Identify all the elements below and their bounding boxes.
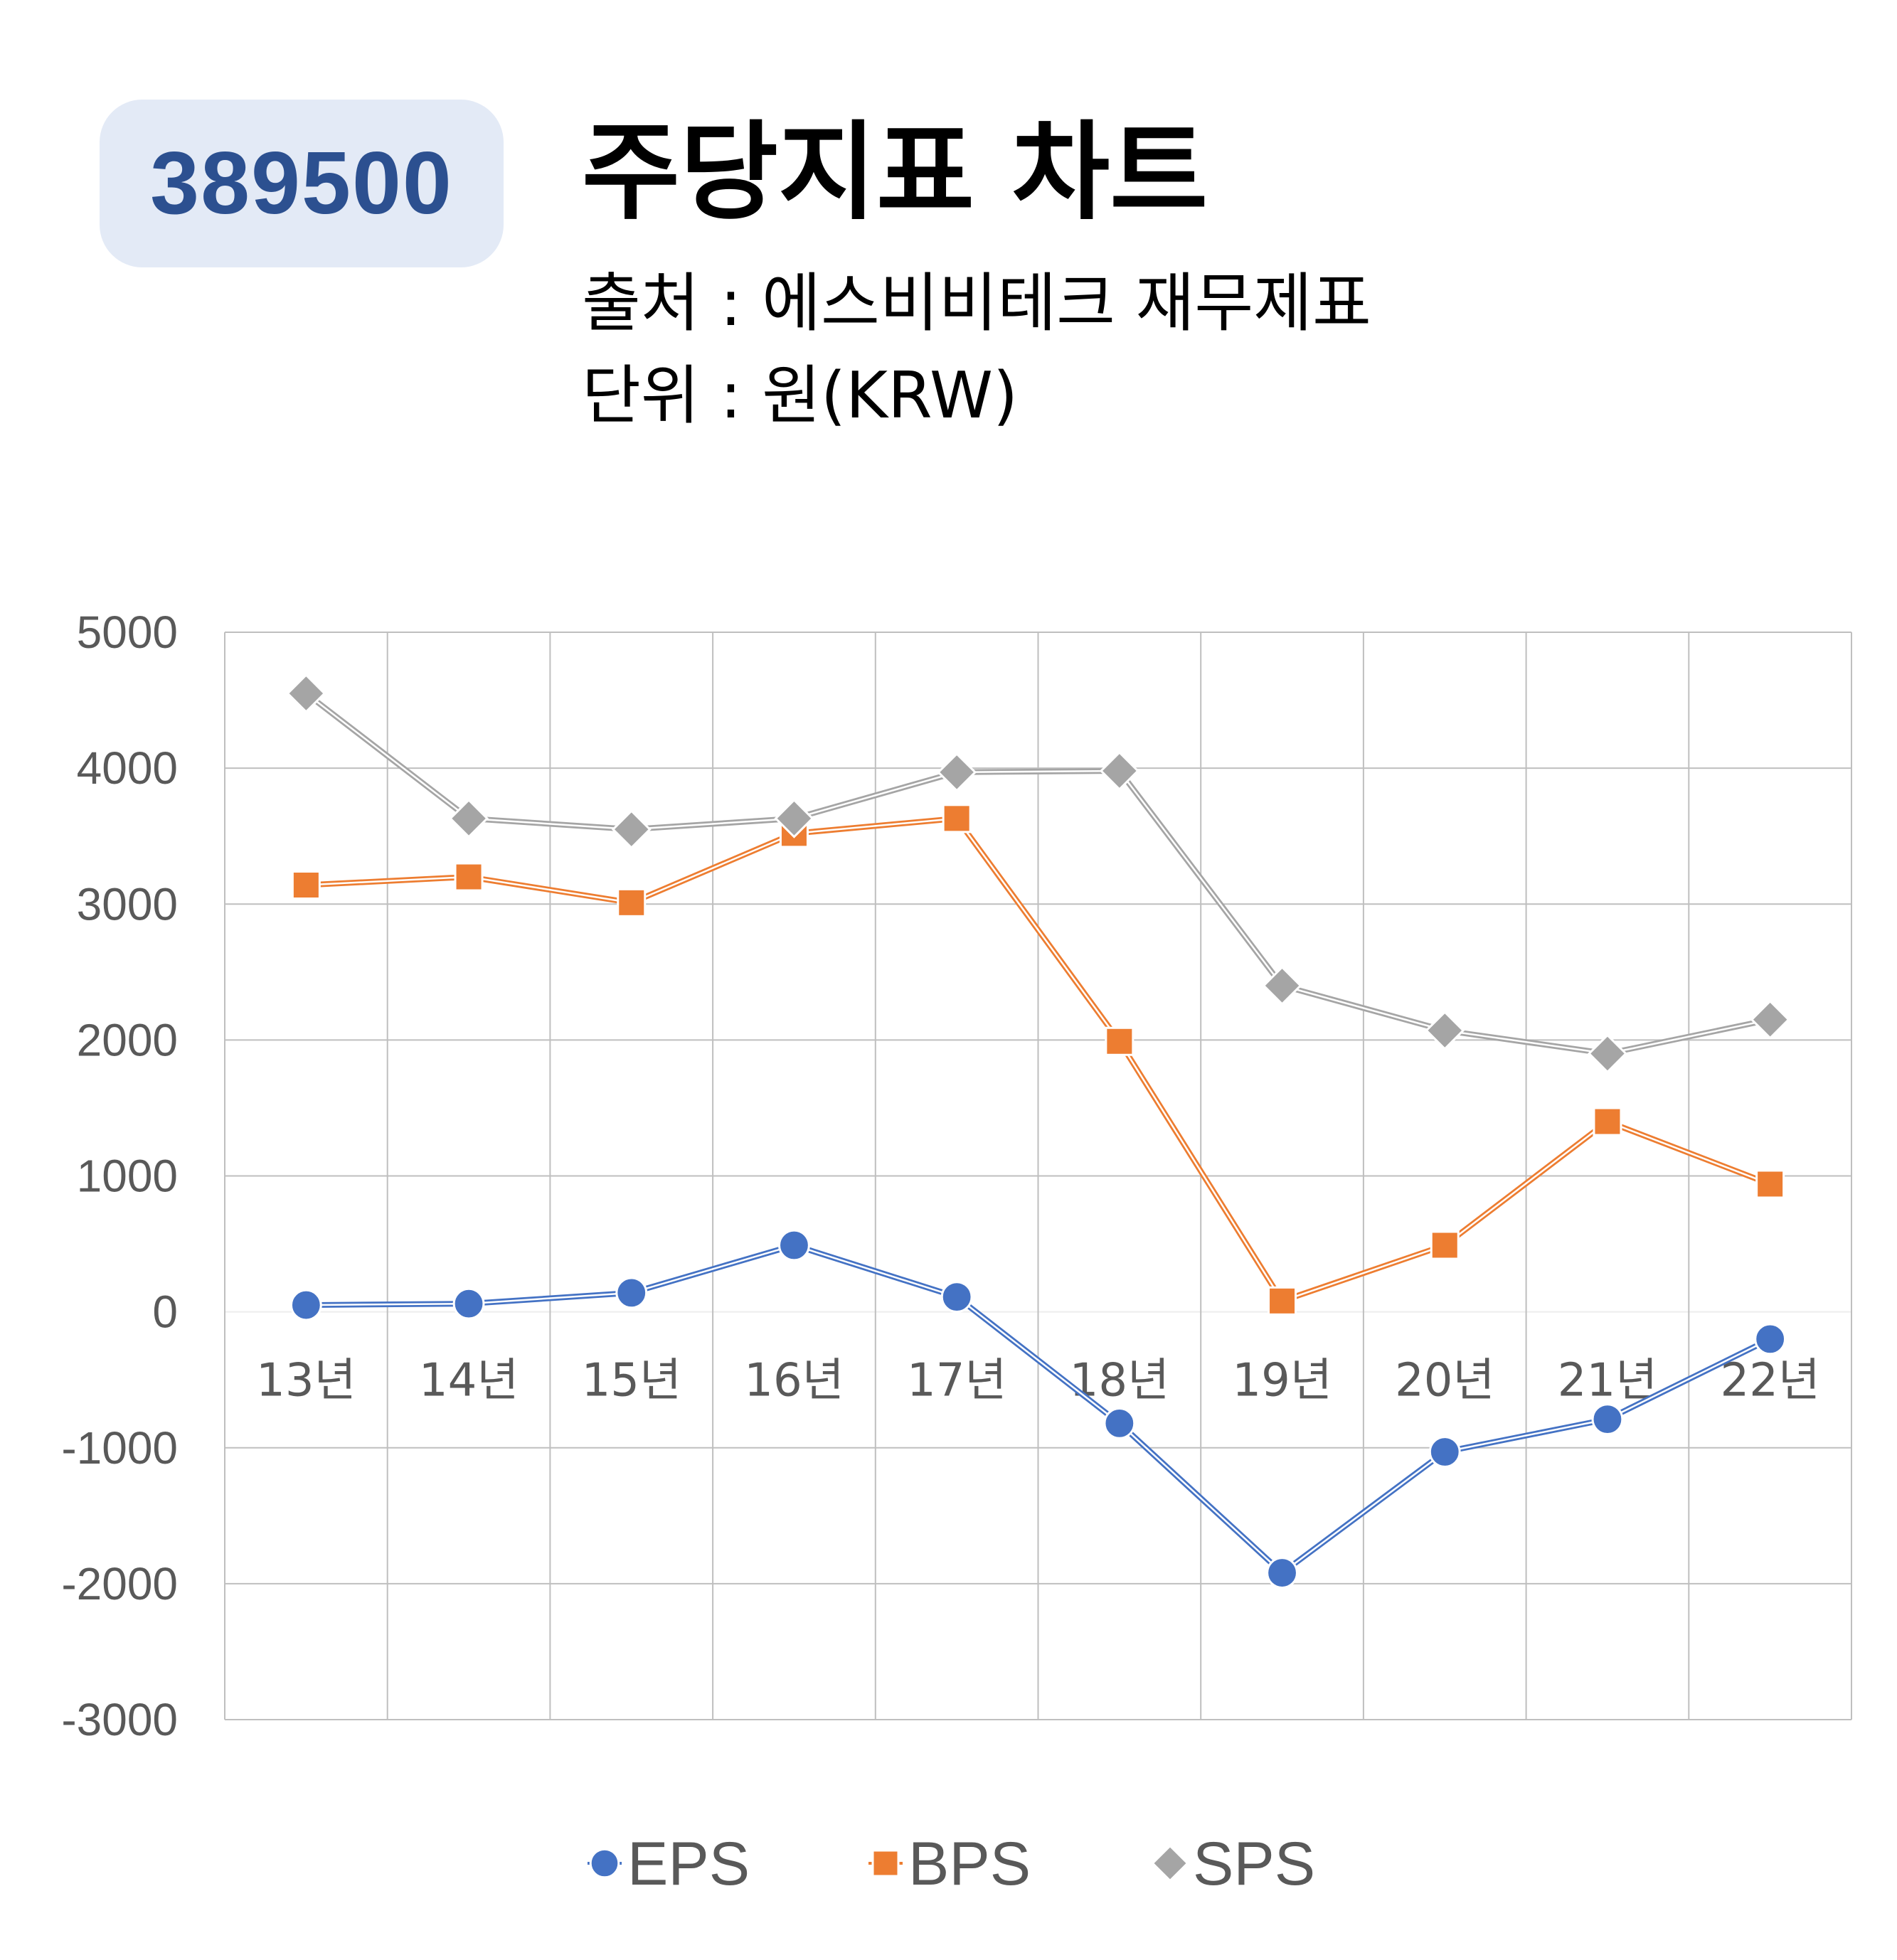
legend-marker (1151, 1844, 1189, 1882)
y-tick-label: -2000 (61, 1558, 178, 1609)
x-category-label: 17년 (907, 1355, 1006, 1407)
data-point (452, 1287, 485, 1320)
chart-grid (224, 632, 1852, 1720)
unit-note: 단위 : 원(KRW) (582, 358, 1019, 433)
data-point (1754, 1323, 1787, 1356)
legend-item-sps: SPS (1151, 1830, 1315, 1898)
legend-marker (589, 1848, 620, 1879)
data-point (937, 752, 977, 792)
chart-title: 주당지표 차트 (582, 111, 1208, 235)
data-point (1099, 750, 1139, 791)
ticker-code: 389500 (150, 134, 453, 233)
y-tick-label: 1000 (77, 1151, 178, 1202)
source-note: 출처 : 에스비비테크 재무제표 (582, 266, 1371, 341)
data-point (1266, 1557, 1298, 1589)
x-category-label: 16년 (744, 1355, 844, 1407)
series-bps (291, 804, 1785, 1316)
x-category-label: 14년 (419, 1355, 519, 1407)
data-point (942, 804, 972, 833)
data-point (615, 1277, 648, 1309)
chart-series (286, 673, 1790, 1589)
data-point (617, 888, 647, 917)
data-point (289, 1289, 322, 1321)
x-axis-categories: 13년 14년 15년 16년 17년 18년 19년 20년 21년 22년 (256, 1355, 1820, 1407)
data-point (778, 1229, 810, 1262)
data-point (774, 798, 814, 838)
legend-marker (871, 1849, 900, 1878)
x-category-label: 19년 (1232, 1355, 1332, 1407)
legend-item-bps: BPS (868, 1830, 1031, 1898)
data-point (1430, 1230, 1460, 1260)
data-point (286, 673, 326, 713)
data-point (1268, 1286, 1297, 1316)
series-line-highlight (306, 817, 1771, 1302)
y-tick-label: 0 (152, 1287, 178, 1338)
y-tick-label: -1000 (61, 1422, 178, 1474)
x-category-label: 22년 (1720, 1355, 1819, 1407)
data-point (1750, 999, 1790, 1040)
y-tick-label: 3000 (77, 878, 178, 930)
series-eps (289, 1229, 1787, 1589)
y-tick-label: 4000 (77, 742, 178, 794)
legend-label: EPS (627, 1830, 750, 1898)
x-category-label: 13년 (256, 1355, 356, 1407)
data-point (940, 1281, 973, 1314)
legend-label: SPS (1193, 1830, 1315, 1898)
y-tick-label: -3000 (61, 1694, 178, 1745)
data-point (1103, 1407, 1136, 1439)
series-line-highlight (306, 1244, 1771, 1574)
data-point (1587, 1033, 1627, 1074)
data-point (1425, 1011, 1465, 1050)
chart-legend: EPS BPS SPS (588, 1830, 1315, 1898)
x-category-label: 20년 (1395, 1355, 1494, 1407)
y-axis-ticks: 5000 4000 3000 2000 1000 0 -1000 -2000 -3000 (61, 607, 178, 1745)
data-point (1428, 1436, 1461, 1468)
data-point (1262, 965, 1302, 1006)
data-point (291, 870, 321, 900)
series-line-highlight (305, 693, 1770, 1055)
data-point (449, 798, 489, 838)
x-category-label: 21년 (1558, 1355, 1657, 1407)
series-sps (286, 673, 1790, 1074)
legend-item-eps: EPS (588, 1830, 750, 1898)
y-tick-label: 5000 (77, 607, 178, 658)
x-category-label: 15년 (582, 1355, 681, 1407)
legend-label: BPS (908, 1830, 1031, 1898)
y-tick-label: 2000 (77, 1014, 178, 1065)
data-point (454, 862, 484, 892)
data-point (1105, 1026, 1135, 1056)
data-point (1593, 1107, 1622, 1136)
ticker-badge: 389500 (100, 100, 504, 267)
data-point (1591, 1403, 1624, 1436)
data-point (611, 809, 652, 850)
data-point (1755, 1169, 1785, 1199)
